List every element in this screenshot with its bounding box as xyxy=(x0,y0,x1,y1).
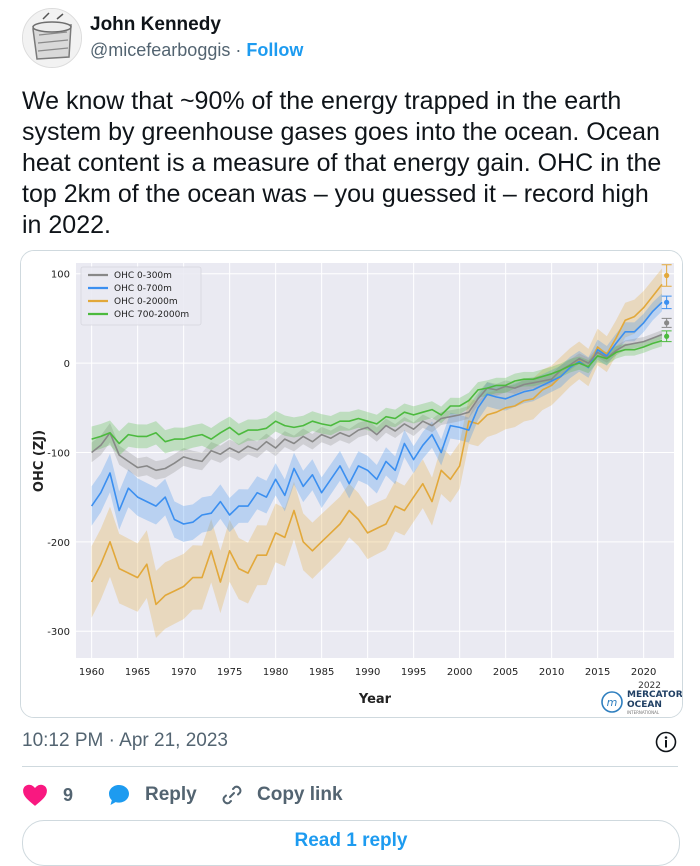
marker-dot xyxy=(664,299,670,305)
author-name[interactable]: John Kennedy xyxy=(90,14,221,35)
handle-row: @micefearboggis · Follow xyxy=(90,40,303,61)
x-tick-label: 1980 xyxy=(263,667,288,678)
reply-label: Reply xyxy=(145,784,197,805)
copy-link-button[interactable]: Copy link xyxy=(220,778,343,812)
reply-icon xyxy=(109,785,129,805)
y-tick-label: -100 xyxy=(47,448,70,459)
y-axis-label: OHC (ZJ) xyxy=(32,430,47,492)
marker-dot xyxy=(664,333,670,339)
markers-2022 xyxy=(661,264,672,343)
band-ohc-0-700m xyxy=(91,293,663,542)
legend: OHC 0-300m OHC 0-700m OHC 0-2000m OHC 700-2… xyxy=(80,266,202,326)
series-lines xyxy=(90,283,663,606)
x-tick-label: 1960 xyxy=(79,667,104,678)
follow-button[interactable]: Follow xyxy=(246,40,304,60)
avatar-image xyxy=(23,9,81,67)
series-line xyxy=(91,339,663,445)
uncertainty-bands xyxy=(91,268,663,638)
info-icon[interactable] xyxy=(655,731,677,758)
series-line xyxy=(90,301,663,525)
heart-icon xyxy=(23,784,47,806)
legend-box xyxy=(80,266,202,326)
plot-area xyxy=(76,263,674,658)
copy-link-label: Copy link xyxy=(257,784,343,805)
logo-line1: MERCATOR xyxy=(627,690,682,700)
tweet-text: We know that ~90% of the energy trapped … xyxy=(22,87,662,239)
x-tick-label: 1990 xyxy=(355,667,380,678)
legend-entry: OHC 0-700m xyxy=(114,284,172,294)
ohc-chart: 1960 1965 1970 1975 1980 1985 1990 1995 2000 2005… xyxy=(21,251,682,717)
band-ohc-700-2000m xyxy=(91,335,663,456)
x-tick-label: 1995 xyxy=(401,667,426,678)
y-tick-label: -200 xyxy=(47,538,70,549)
x-axis-label: Year xyxy=(358,692,392,707)
reply-button[interactable]: Reply xyxy=(107,778,197,812)
band-ohc-0-2000m xyxy=(91,268,663,638)
action-bar: 9 Reply Copy link xyxy=(22,778,678,812)
like-button[interactable]: 9 xyxy=(22,778,73,812)
link-icon xyxy=(222,785,242,805)
marker-dot xyxy=(664,272,670,279)
y-tick-label: -300 xyxy=(47,627,70,638)
logo-line2: OCEAN xyxy=(627,700,662,710)
x-tick-label: 1975 xyxy=(217,667,242,678)
x-tick-label: 2005 xyxy=(493,667,518,678)
separator: · xyxy=(230,40,247,60)
y-tick-label: 100 xyxy=(51,270,70,281)
marker-dot xyxy=(664,320,670,326)
grid xyxy=(76,263,674,658)
tweet-timestamp[interactable]: 10:12 PM · Apr 21, 2023 xyxy=(22,730,228,751)
author-handle[interactable]: @micefearboggis xyxy=(90,40,231,60)
x-tick-label: 2020 xyxy=(631,667,656,678)
read-reply-button[interactable]: Read 1 reply xyxy=(22,820,680,866)
mercator-logo: m 2022 MERCATOR OCEAN INTERNATIONAL xyxy=(601,681,682,715)
x-tick-label: 1965 xyxy=(125,667,150,678)
logo-line3: INTERNATIONAL xyxy=(627,710,660,715)
x-tick-label: 2000 xyxy=(447,667,472,678)
legend-entry: OHC 0-300m xyxy=(114,271,172,281)
legend-entry: OHC 0-2000m xyxy=(114,297,178,307)
tick-labels: 1960 1965 1970 1975 1980 1985 1990 1995 2000 2005… xyxy=(47,270,656,678)
y-tick-label: 0 xyxy=(64,359,70,370)
logo-year: 2022 xyxy=(638,681,661,691)
x-tick-label: 1970 xyxy=(171,667,196,678)
band-ohc-0-300m xyxy=(91,330,663,480)
x-tick-label: 1985 xyxy=(309,667,334,678)
x-tick-label: 2010 xyxy=(539,667,564,678)
legend-entry: OHC 700-2000m xyxy=(114,310,189,320)
x-tick-label: 2015 xyxy=(585,667,610,678)
avatar[interactable] xyxy=(22,8,82,68)
svg-text:m: m xyxy=(607,696,618,709)
divider xyxy=(22,766,678,767)
like-count: 9 xyxy=(63,784,74,805)
tweet-header: John Kennedy @micefearboggis · Follow xyxy=(22,8,682,68)
chart-image[interactable]: 1960 1965 1970 1975 1980 1985 1990 1995 2000 2005… xyxy=(20,250,683,718)
